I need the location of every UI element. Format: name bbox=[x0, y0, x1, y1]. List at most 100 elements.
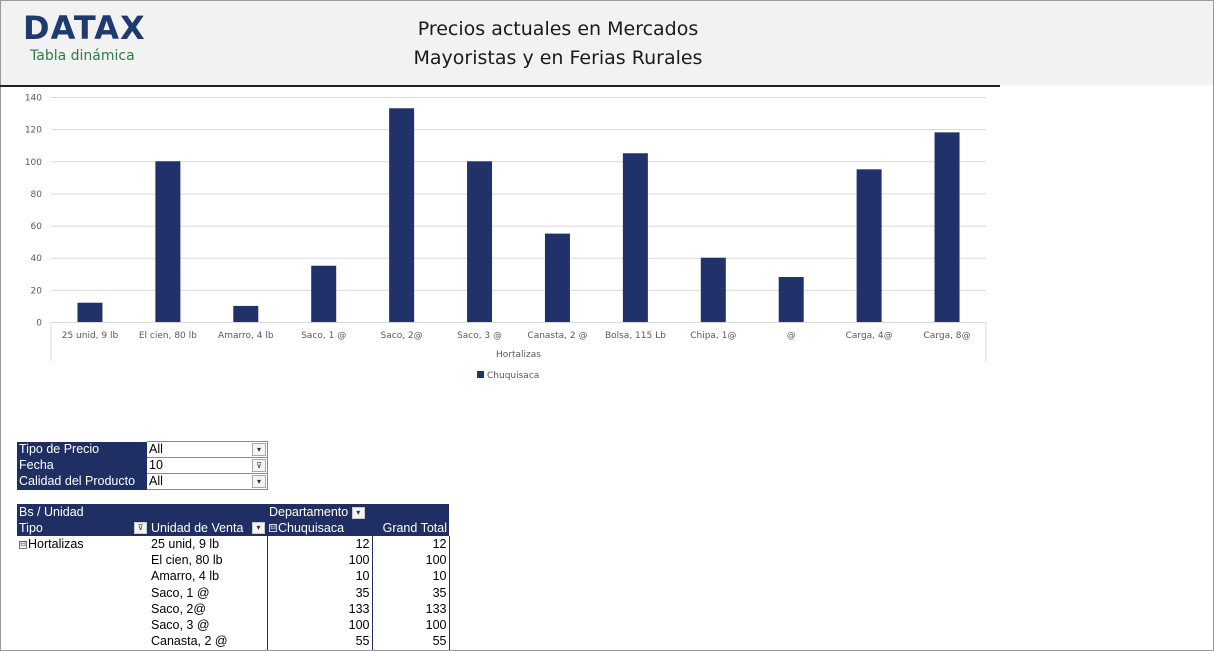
y-tick-label: 120 bbox=[25, 126, 42, 136]
x-tick-label: Saco, 1 @ bbox=[301, 331, 346, 341]
title-line-2: Mayoristas y en Ferias Rurales bbox=[413, 47, 703, 69]
collapse-icon[interactable]: ⊟ bbox=[269, 524, 277, 533]
x-tick-label: Carga, 4@ bbox=[846, 331, 893, 341]
unidad-cell: Saco, 2@ bbox=[149, 601, 268, 618]
filter-applied-icon[interactable]: ⊽ bbox=[252, 459, 266, 472]
row-group-blank bbox=[17, 601, 149, 617]
unidad-cell: Canasta, 2 @ bbox=[149, 633, 268, 650]
legend-swatch bbox=[477, 371, 484, 378]
filter-value: All bbox=[149, 442, 163, 456]
collapse-group-icon[interactable]: ⊟ bbox=[19, 540, 27, 549]
filter-value-dropdown[interactable]: All ▾ bbox=[147, 473, 268, 490]
grand-total-cell: 100 bbox=[371, 552, 450, 569]
bar-11 bbox=[934, 132, 960, 322]
filter-value-dropdown[interactable]: 10 ⊽ bbox=[147, 457, 268, 474]
bar-1 bbox=[155, 161, 181, 322]
chuquisaca-value-cell: 100 bbox=[348, 553, 370, 568]
filter-row: Tipo de Precio All ▾ bbox=[17, 441, 268, 458]
bar-4 bbox=[389, 108, 415, 322]
y-tick-label: 0 bbox=[36, 319, 42, 329]
page-title: Precios actuales en Mercados Mayoristas … bbox=[301, 15, 815, 73]
bar-5 bbox=[467, 161, 493, 322]
table-row: Saco, 1 @ 35 35 bbox=[17, 584, 450, 602]
column-field-departamento[interactable]: Departamento ▾ bbox=[267, 504, 372, 521]
filter-label: Fecha bbox=[17, 457, 147, 474]
bar-9 bbox=[778, 277, 804, 322]
pivot-header-row-2: Tipo ⊽ Unidad de Venta ▾ ⊟ Chuquisaca Grand… bbox=[17, 520, 449, 537]
y-tick-label: 20 bbox=[31, 286, 43, 296]
x-tick-label: @ bbox=[787, 331, 796, 341]
x-tick-label: Saco, 3 @ bbox=[457, 331, 502, 341]
datax-logo: DATAX bbox=[23, 9, 146, 47]
filter-value-dropdown[interactable]: All ▾ bbox=[147, 441, 268, 458]
grand-total-cell: 133 bbox=[371, 601, 450, 618]
chuquisaca-value-cell: 12 bbox=[355, 536, 370, 551]
unidad-cell: El cien, 80 lb bbox=[149, 552, 268, 569]
row-field-unidad[interactable]: Unidad de Venta ▾ bbox=[149, 520, 267, 537]
x-tick-label: El cien, 80 lb bbox=[139, 331, 197, 341]
bar-7 bbox=[622, 153, 648, 322]
row-group-blank bbox=[17, 634, 149, 650]
row-group-hortalizas[interactable]: ⊟ Hortalizas bbox=[17, 536, 149, 552]
pivot-header-blank bbox=[372, 504, 449, 521]
row-group-blank bbox=[17, 585, 149, 601]
bar-10 bbox=[856, 169, 882, 322]
row-group-blank bbox=[17, 617, 149, 633]
unidad-cell: Saco, 3 @ bbox=[149, 617, 268, 634]
chuquisaca-value-cell: 55 bbox=[355, 634, 370, 649]
row-field-tipo[interactable]: Tipo ⊽ bbox=[17, 520, 149, 537]
grand-total-cell: 55 bbox=[371, 633, 450, 650]
filter-row: Calidad del Producto All ▾ bbox=[17, 473, 268, 490]
table-row: Saco, 2@ 133 133 bbox=[17, 601, 450, 618]
unidad-cell: Saco, 1 @ bbox=[149, 584, 268, 602]
table-row: Canasta, 2 @ 55 55 bbox=[17, 633, 450, 650]
grand-total-cell: 10 bbox=[371, 568, 450, 585]
x-tick-label: Chipa, 1@ bbox=[690, 331, 736, 341]
filter-value: 10 bbox=[149, 458, 163, 472]
title-line-1: Precios actuales en Mercados bbox=[417, 18, 699, 40]
row-field-filter-icon[interactable]: ⊽ bbox=[134, 521, 147, 534]
filter-label: Tipo de Precio bbox=[17, 441, 147, 458]
group-label: Hortalizas bbox=[28, 536, 84, 551]
table-row: El cien, 80 lb 100 100 bbox=[17, 552, 450, 569]
y-tick-label: 80 bbox=[31, 190, 43, 200]
row-group-blank bbox=[17, 553, 149, 569]
grand-total-cell: 100 bbox=[371, 617, 450, 634]
unidad-cell: Amarro, 4 lb bbox=[149, 568, 268, 585]
grand-total-cell: 12 bbox=[371, 536, 450, 553]
y-tick-label: 60 bbox=[31, 222, 43, 232]
report-filters: Tipo de Precio All ▾ Fecha 10 ⊽ Calidad del Pr… bbox=[17, 441, 268, 490]
dropdown-arrow-icon[interactable]: ▾ bbox=[252, 443, 266, 456]
x-tick-label: 25 unid, 9 lb bbox=[62, 331, 119, 341]
pivot-bar-chart: 0 20 40 60 80 100 120 140 25 unid, 9 lb El cien, … bbox=[25, 94, 987, 381]
table-row: ⊟ Hortalizas 25 unid, 9 lb 12 12 bbox=[17, 536, 450, 553]
y-tick-label: 100 bbox=[25, 158, 42, 168]
x-tick-label: Saco, 2@ bbox=[381, 331, 423, 341]
table-row: Amarro, 4 lb 10 10 bbox=[17, 568, 450, 585]
column-filter-dropdown-icon[interactable]: ▾ bbox=[351, 506, 365, 519]
x-tick-label: Carga, 8@ bbox=[924, 331, 971, 341]
header-divider bbox=[0, 85, 1000, 87]
column-item-chuquisaca[interactable]: ⊟ Chuquisaca bbox=[267, 520, 372, 537]
x-tick-label: Amarro, 4 lb bbox=[218, 331, 274, 341]
x-tick-label: Canasta, 2 @ bbox=[527, 331, 587, 341]
bar-2 bbox=[233, 305, 259, 322]
filter-value: All bbox=[149, 474, 163, 488]
row-group-blank bbox=[17, 569, 149, 585]
chuquisaca-value-cell: 35 bbox=[355, 585, 370, 600]
row-field-dropdown-icon[interactable]: ▾ bbox=[252, 521, 265, 534]
grand-total-header: Grand Total bbox=[372, 520, 449, 537]
pivot-header-row-1: Bs / Unidad Departamento ▾ bbox=[17, 504, 449, 521]
header: DATAX Tabla dinámica Precios actuales en… bbox=[1, 1, 1213, 85]
chuquisaca-value-cell: 100 bbox=[348, 617, 370, 632]
bar-6 bbox=[544, 233, 570, 322]
chuquisaca-value-cell: 133 bbox=[348, 601, 370, 616]
unidad-cell: 25 unid, 9 lb bbox=[149, 536, 268, 553]
bar-3 bbox=[311, 265, 337, 322]
x-axis-title: Hortalizas bbox=[496, 350, 541, 360]
bar-0 bbox=[77, 302, 103, 322]
dropdown-arrow-icon[interactable]: ▾ bbox=[252, 475, 266, 488]
filter-label: Calidad del Producto bbox=[17, 473, 147, 490]
pivot-subtitle: Tabla dinámica bbox=[30, 48, 135, 64]
x-tick-label: Bolsa, 115 Lb bbox=[605, 331, 666, 341]
